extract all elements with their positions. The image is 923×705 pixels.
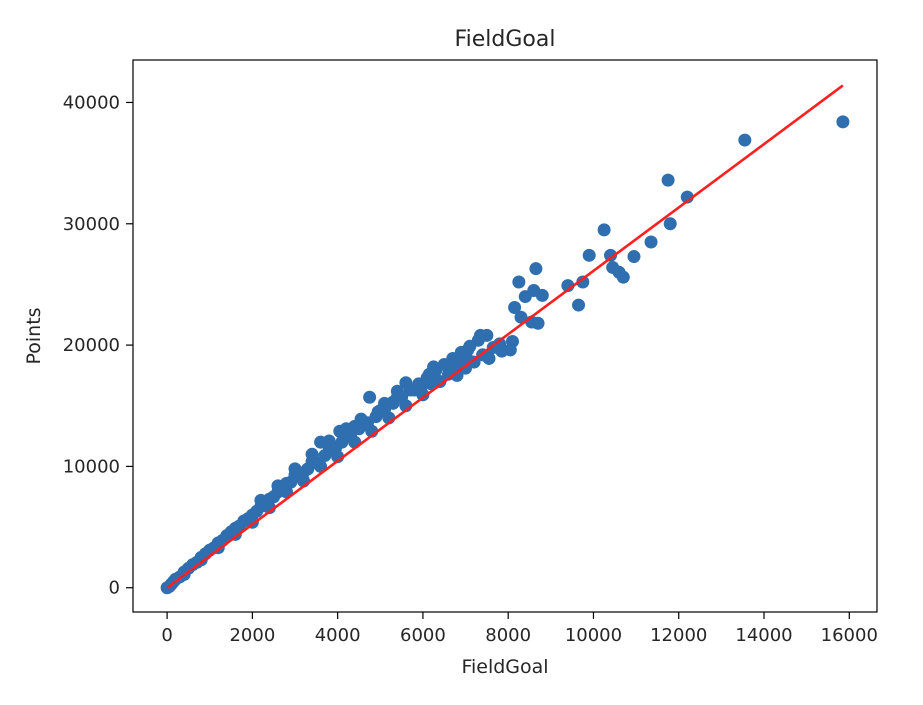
y-tick-label: 0 [109,578,120,599]
scatter-point [267,490,281,504]
fit-line-layer [166,84,844,589]
y-tick-label: 10000 [63,456,120,477]
x-tick-label: 2000 [229,625,275,646]
x-tick-label: 6000 [400,625,446,646]
scatter-point [480,328,494,342]
x-tick-label: 14000 [735,625,792,646]
scatter-point [390,390,404,404]
scatter-point [661,173,675,187]
plot-frame [132,59,878,613]
regression-line [166,84,844,589]
scatter-point [508,300,522,314]
scatter-point [604,248,618,262]
scatter-point [356,418,370,432]
chart-title: FieldGoal [455,27,556,52]
scatter-point [572,298,586,312]
scatter-point [644,235,658,249]
scatter-point [288,462,302,476]
scatter-point [305,455,319,469]
scatter-point [424,372,438,386]
scatter-point [836,115,850,129]
x-tick-label: 8000 [485,625,531,646]
scatter-point [363,390,377,404]
x-axis-label: FieldGoal [461,656,548,678]
scatter-point [493,337,507,351]
scatter-point [514,310,528,324]
y-tick-label: 30000 [63,214,120,235]
scatter-point [194,553,208,567]
y-tick-label: 20000 [63,335,120,356]
x-ticks: 0 2000 4000 6000 8000 10000 12000 14000 16000 [161,612,878,646]
scatter-point [606,260,620,274]
scatter-point [582,248,596,262]
scatter-point [262,501,276,515]
scatter-point [505,334,519,348]
scatter-point [322,440,336,454]
y-tick-label: 40000 [63,92,120,113]
scatter-point [616,270,630,284]
scatter-point [228,527,242,541]
x-tick-label: 12000 [650,625,707,646]
scatter-point [339,428,353,442]
y-axis-label: Points [23,307,45,364]
x-tick-label: 10000 [565,625,622,646]
scatter-point [373,404,387,418]
scatter-point [529,262,543,276]
scatter-point [407,383,421,397]
x-tick-label: 4000 [315,625,361,646]
scatter-point [254,493,268,507]
scatter-point [250,504,264,518]
x-tick-label: 0 [161,625,172,646]
scatter-point [271,479,285,493]
scatter-point [663,217,677,231]
x-tick-label: 16000 [821,625,878,646]
scatter-point [518,290,532,304]
y-ticks: 0 10000 20000 30000 40000 [63,92,133,599]
scatter-point [576,275,590,289]
scatter-point [627,250,641,264]
scatter-point [738,133,752,147]
scatter-point [512,275,526,289]
scatter-point [597,223,611,237]
